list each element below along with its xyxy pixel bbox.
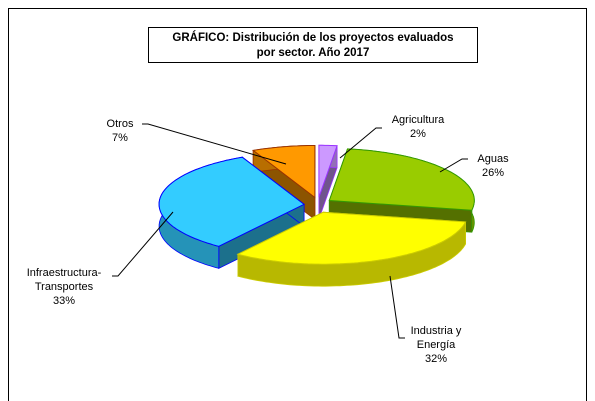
- chart-border: [8, 8, 587, 401]
- value-label: 26%: [481, 167, 505, 179]
- category-label: Aguas: [477, 153, 509, 165]
- slice-top: [236, 211, 467, 265]
- leader-line: [389, 275, 405, 339]
- category-label: Industria y Energía: [410, 325, 462, 351]
- chart-title: GRÁFICO: Distribución de los proyectos e…: [148, 27, 478, 63]
- value-label: 32%: [424, 353, 448, 365]
- pie-slice: [318, 144, 338, 220]
- pie-slice: [158, 156, 306, 269]
- leader-line: [439, 158, 468, 173]
- slice-top: [328, 148, 475, 211]
- leader-line: [339, 127, 382, 159]
- value-label: 7%: [112, 132, 128, 144]
- data-label: Otros 7%: [88, 117, 152, 145]
- slice-top: [318, 144, 338, 198]
- leader-line: [142, 123, 287, 165]
- data-label: Industria y Energía 32%: [398, 324, 474, 366]
- pie: [158, 144, 475, 287]
- category-label: Otros: [106, 118, 134, 130]
- data-label: Aguas 26%: [455, 152, 531, 180]
- data-label: Infraestructura-Transportes 33%: [10, 266, 118, 308]
- value-label: 33%: [52, 295, 76, 307]
- value-label: 2%: [410, 128, 426, 140]
- leader-line: [112, 211, 174, 277]
- data-label: Agricultura 2%: [380, 113, 456, 141]
- leader-lines: [112, 123, 468, 339]
- pie-slice: [236, 211, 467, 287]
- slice-top: [158, 156, 306, 247]
- category-label: Agricultura: [391, 114, 445, 126]
- category-label: Infraestructura-Transportes: [26, 267, 102, 293]
